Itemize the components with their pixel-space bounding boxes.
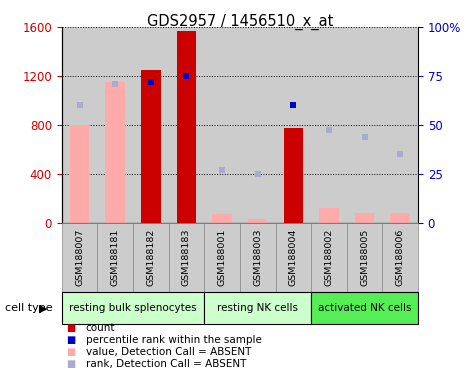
Bar (311, 223, 347, 292)
Bar (177, 31, 196, 223)
Bar (212, 214, 232, 223)
Bar (133, 27, 169, 223)
Text: ▶: ▶ (39, 303, 48, 313)
Bar (169, 223, 204, 292)
Text: ■: ■ (66, 335, 76, 345)
Bar (62, 293, 204, 324)
Text: GSM188006: GSM188006 (396, 228, 405, 286)
Text: resting bulk splenocytes: resting bulk splenocytes (69, 303, 197, 313)
Bar (276, 27, 311, 223)
Text: resting NK cells: resting NK cells (217, 303, 298, 313)
Text: GDS2957 / 1456510_x_at: GDS2957 / 1456510_x_at (147, 13, 333, 30)
Bar (204, 27, 240, 223)
Text: ■: ■ (66, 359, 76, 369)
Text: GSM188183: GSM188183 (182, 228, 191, 286)
Bar (347, 223, 382, 292)
Bar (311, 27, 347, 223)
Bar (276, 223, 311, 292)
Text: percentile rank within the sample: percentile rank within the sample (86, 335, 261, 345)
Text: cell type: cell type (5, 303, 52, 313)
Text: GSM188002: GSM188002 (324, 228, 333, 286)
Bar (70, 125, 89, 223)
Bar (319, 208, 339, 223)
Bar (204, 293, 311, 324)
Bar (248, 219, 267, 223)
Bar (141, 70, 161, 223)
Text: ■: ■ (66, 323, 76, 333)
Text: count: count (86, 323, 115, 333)
Text: GSM188004: GSM188004 (289, 228, 298, 286)
Bar (240, 27, 276, 223)
Text: rank, Detection Call = ABSENT: rank, Detection Call = ABSENT (86, 359, 246, 369)
Bar (355, 213, 374, 223)
Text: GSM188003: GSM188003 (253, 228, 262, 286)
Text: ■: ■ (66, 347, 76, 357)
Bar (97, 27, 133, 223)
Text: GSM188007: GSM188007 (75, 228, 84, 286)
Bar (62, 223, 97, 292)
Text: activated NK cells: activated NK cells (318, 303, 411, 313)
Bar (105, 82, 125, 223)
Bar (240, 223, 276, 292)
Text: GSM188001: GSM188001 (218, 228, 227, 286)
Bar (382, 27, 418, 223)
Bar (347, 27, 382, 223)
Text: value, Detection Call = ABSENT: value, Detection Call = ABSENT (86, 347, 251, 357)
Text: GSM188181: GSM188181 (111, 228, 120, 286)
Bar (169, 27, 204, 223)
Bar (204, 223, 240, 292)
Text: GSM188005: GSM188005 (360, 228, 369, 286)
Bar (382, 223, 418, 292)
Bar (62, 27, 97, 223)
Bar (97, 223, 133, 292)
Bar (133, 223, 169, 292)
Bar (390, 213, 410, 223)
Bar (311, 293, 418, 324)
Text: GSM188182: GSM188182 (146, 228, 155, 286)
Bar (284, 129, 303, 223)
